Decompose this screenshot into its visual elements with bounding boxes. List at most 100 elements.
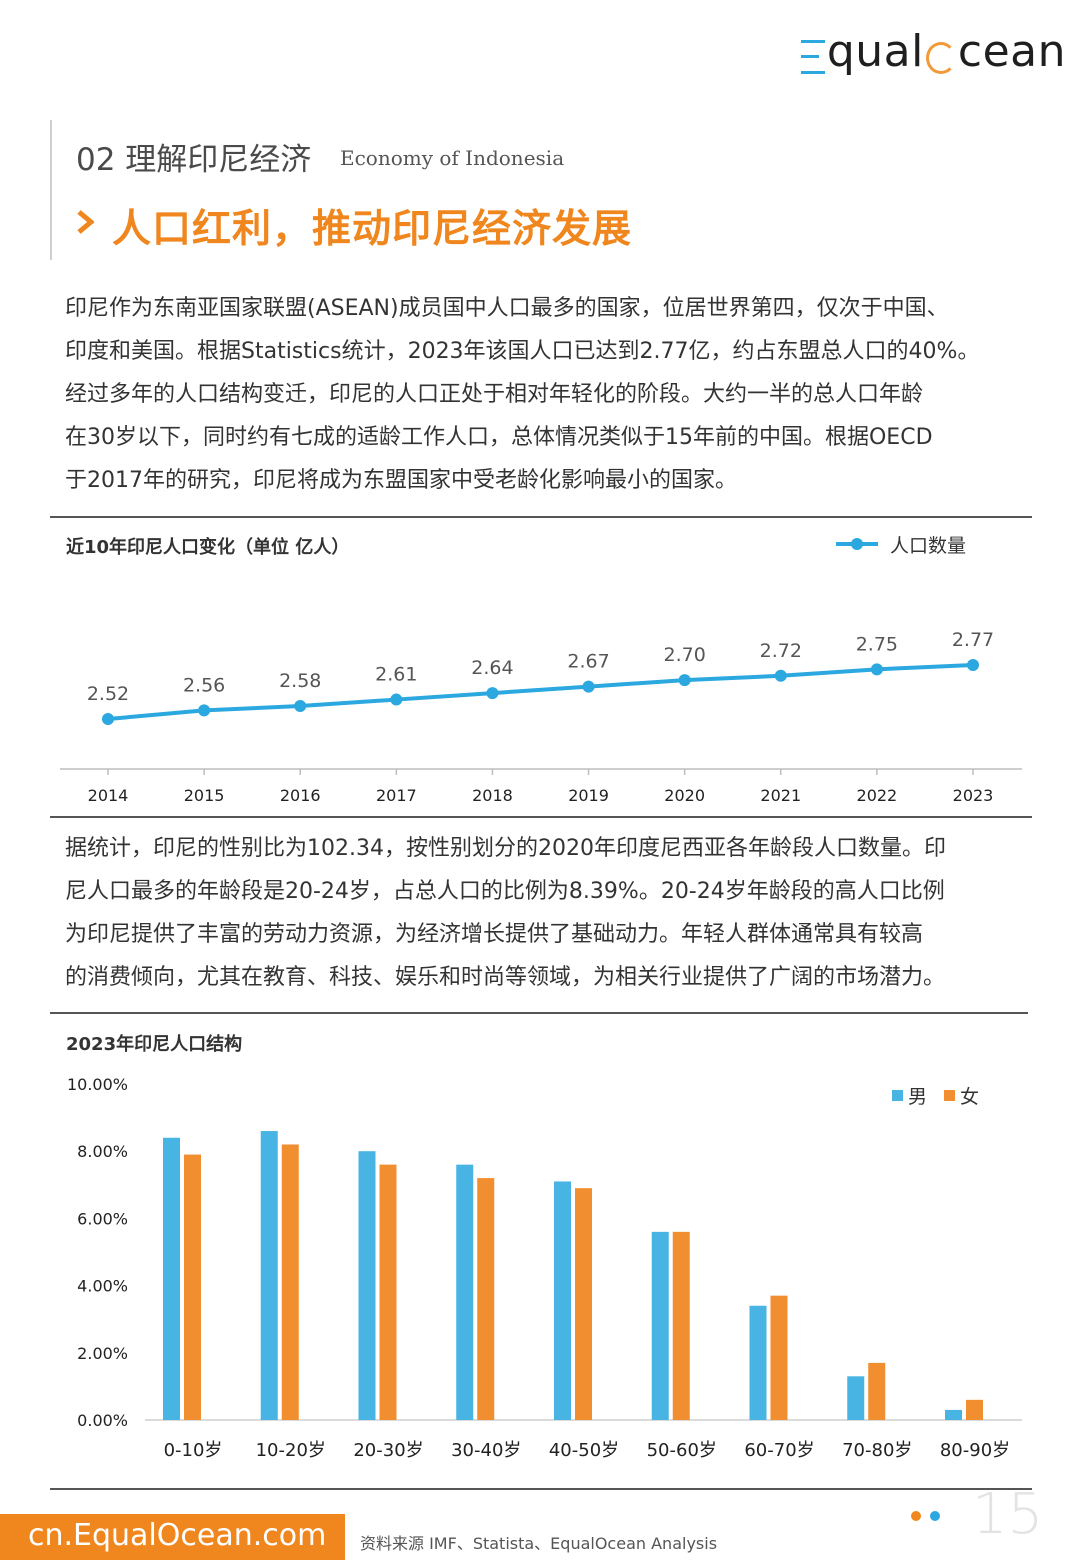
data-point xyxy=(102,713,114,725)
footer-url-bar xyxy=(0,1514,345,1560)
male-bar xyxy=(651,1231,669,1420)
legend-label: 人口数量 xyxy=(890,535,966,557)
x-category-label: 10-20岁 xyxy=(256,1440,326,1461)
data-label: 2.77 xyxy=(952,629,994,651)
paragraph-line: 经过多年的人口结构变迁，印尼的人口正处于相对年轻化的阶段。大约一半的总人口年龄 xyxy=(65,382,924,407)
logo-text-qual: qual xyxy=(826,26,924,77)
paragraph-line: 尼人口最多的年龄段是20-24岁，占总人口的比例为8.39%。20-24岁年龄段… xyxy=(65,879,945,904)
data-point xyxy=(870,663,883,676)
y-tick-label: 6.00% xyxy=(77,1209,128,1228)
male-bar xyxy=(456,1164,474,1420)
x-tick-label: 2017 xyxy=(376,786,417,805)
footer-url[interactable]: cn.EqualOcean.com xyxy=(28,1518,327,1553)
data-label: 2.75 xyxy=(856,633,898,655)
female-bar xyxy=(966,1399,983,1420)
footer-source: 资料来源 IMF、Statista、EqualOcean Analysis xyxy=(360,1534,718,1553)
x-category-label: 60-70岁 xyxy=(744,1440,814,1461)
y-tick-label: 10.00% xyxy=(67,1075,128,1094)
chart-bottom-rule xyxy=(50,816,1032,818)
data-label: 2.52 xyxy=(87,683,129,705)
x-tick-label: 2018 xyxy=(472,786,513,805)
data-label: 2.64 xyxy=(471,657,513,679)
male-bar xyxy=(847,1376,865,1420)
female-bar xyxy=(868,1362,886,1420)
data-point xyxy=(774,669,787,682)
logo-text-cean: cean xyxy=(957,26,1066,77)
female-bar xyxy=(575,1188,592,1420)
male-bar xyxy=(260,1131,278,1420)
paragraph-line: 印度和美国。根据Statistics统计，2023年该国人口已达到2.77亿，约… xyxy=(65,339,980,364)
x-tick-label: 2020 xyxy=(664,786,705,805)
paragraph-line: 为印尼提供了丰富的劳动力资源，为经济增长提供了基础动力。年轻人群体通常具有较高 xyxy=(65,922,924,947)
data-label: 2.58 xyxy=(279,670,321,692)
data-point xyxy=(390,693,403,706)
logo-e-mark xyxy=(800,40,825,74)
data-point xyxy=(294,700,307,713)
x-category-label: 80-90岁 xyxy=(940,1440,1010,1461)
x-category-label: 70-80岁 xyxy=(842,1440,912,1461)
logo-o-mark xyxy=(925,42,956,74)
male-bar xyxy=(749,1305,767,1420)
x-tick-label: 2021 xyxy=(760,786,801,805)
section-number: 02 理解印尼经济 xyxy=(76,142,312,178)
x-category-label: 40-50岁 xyxy=(549,1440,619,1461)
chevron-right-icon xyxy=(77,210,94,234)
chart-top-rule xyxy=(50,1012,1028,1014)
section-english-title: Economy of Indonesia xyxy=(340,146,565,170)
female-bar xyxy=(477,1178,495,1420)
male-bar xyxy=(163,1137,180,1420)
female-bar xyxy=(281,1144,299,1420)
x-category-label: 0-10岁 xyxy=(164,1440,223,1461)
data-label: 2.61 xyxy=(375,664,417,686)
line-chart-title: 近10年印尼人口变化（单位 亿人） xyxy=(66,537,350,558)
x-category-label: 50-60岁 xyxy=(647,1440,717,1461)
x-category-label: 30-40岁 xyxy=(451,1440,521,1461)
age-structure-paragraph: 据统计，印尼的性别比为102.34，按性别划分的2020年印度尼西亚各年龄段人口… xyxy=(65,827,1040,999)
paragraph-line: 在30岁以下，同时约有七成的适龄工作人口，总体情况类似于15年前的中国。根据OE… xyxy=(65,425,933,450)
data-label: 2.72 xyxy=(760,640,802,662)
legend-label: 女 xyxy=(960,1086,979,1108)
intro-paragraph: 印尼作为东南亚国家联盟(ASEAN)成员国中人口最多的国家，位居世界第四，仅次于… xyxy=(65,287,1040,502)
female-bar xyxy=(770,1295,788,1420)
population-series-line xyxy=(107,663,974,721)
female-bar xyxy=(672,1231,690,1420)
data-point xyxy=(582,680,595,693)
data-label: 2.67 xyxy=(567,651,609,673)
data-point xyxy=(678,674,691,687)
page-dot-orange xyxy=(911,1511,921,1521)
y-tick-label: 8.00% xyxy=(77,1142,128,1161)
section-divider xyxy=(50,120,52,260)
paragraph-line: 据统计，印尼的性别比为102.34，按性别划分的2020年印度尼西亚各年龄段人口… xyxy=(65,836,946,861)
legend-label: 男 xyxy=(908,1086,927,1108)
data-point xyxy=(967,659,979,671)
bar-chart-title: 2023年印尼人口结构 xyxy=(66,1034,243,1055)
y-tick-label: 2.00% xyxy=(77,1344,128,1363)
data-point xyxy=(198,704,211,717)
y-tick-label: 4.00% xyxy=(77,1277,128,1296)
age-structure-bar-chart: 男 女 10.00% 8.00% 6.00% 4.00% 2.00% 0.00% 0-10岁 10… xyxy=(67,1075,1022,1461)
page-dot-blue xyxy=(930,1511,940,1521)
male-bar xyxy=(554,1181,571,1420)
x-tick-label: 2023 xyxy=(953,786,994,805)
paragraph-line: 的消费倾向，尤其在教育、科技、娱乐和时尚等领域，为相关行业提供了广阔的市场潜力。 xyxy=(65,965,946,990)
male-bar xyxy=(358,1151,376,1420)
paragraph-line: 印尼作为东南亚国家联盟(ASEAN)成员国中人口最多的国家，位居世界第四，仅次于… xyxy=(65,296,949,321)
legend-swatch xyxy=(892,1090,903,1101)
x-tick-label: 2014 xyxy=(88,786,129,805)
chart-bottom-rule xyxy=(50,1488,1032,1490)
legend-dot-marker xyxy=(851,538,863,550)
legend-swatch xyxy=(944,1090,955,1101)
x-tick-label: 2022 xyxy=(857,786,898,805)
male-bar xyxy=(945,1409,962,1420)
y-tick-label: 0.00% xyxy=(77,1411,128,1430)
page-number: 15 xyxy=(972,1482,1044,1547)
x-tick-label: 2015 xyxy=(184,786,225,805)
x-category-label: 20-30岁 xyxy=(353,1440,423,1461)
data-label: 2.70 xyxy=(664,644,706,666)
data-point xyxy=(486,687,499,700)
paragraph-line: 于2017年的研究，印尼将成为东盟国家中受老龄化影响最小的国家。 xyxy=(65,468,737,493)
population-line-chart: 人口数量 2.52 2014 2.56 2015 2.58 2016 2.61 2017 2.64… xyxy=(60,535,1022,805)
x-tick-label: 2019 xyxy=(568,786,609,805)
x-tick-label: 2016 xyxy=(280,786,321,805)
female-bar xyxy=(184,1154,201,1420)
